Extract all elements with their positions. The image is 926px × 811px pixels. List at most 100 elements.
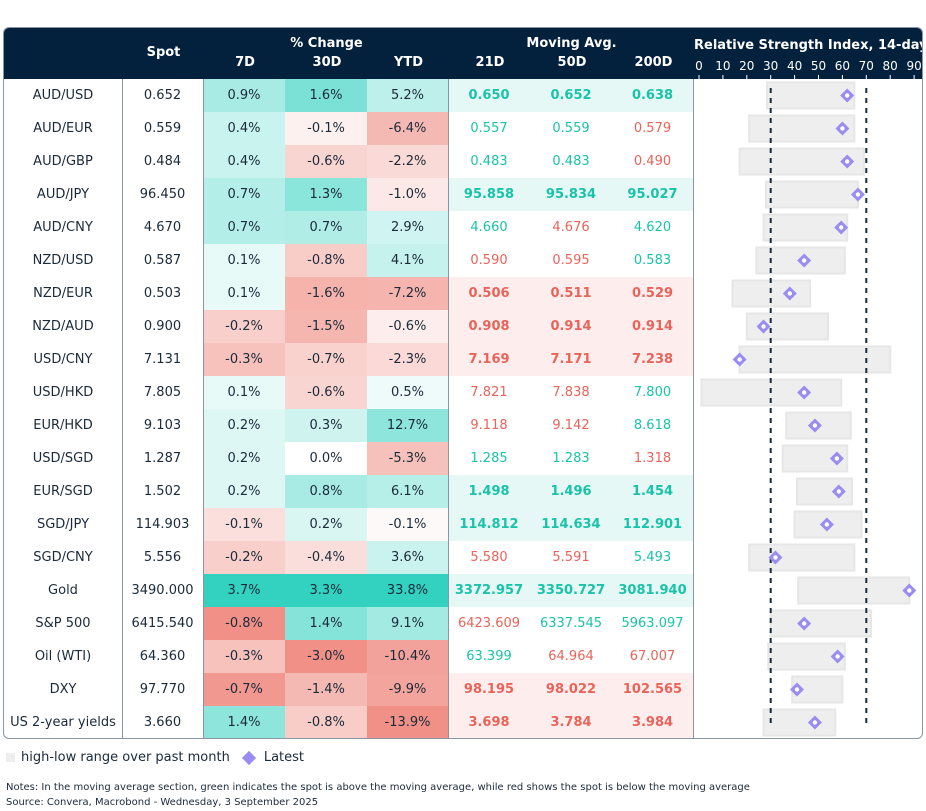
cell-ma21: 0.650 [468,88,510,103]
cell-name: NZD/AUD [32,319,94,334]
divider [122,79,123,738]
cell-ma21: 6423.609 [457,616,521,631]
cell-d30: -0.1% [285,112,367,145]
rsi-marker-center [840,126,845,131]
cell-d30: 0.7% [285,211,367,244]
cell-ma50: 0.559 [552,121,590,136]
table-header: Spot % Change 7D 30D YTD Moving Avg. 21D… [4,28,923,79]
table-row: AUD/CNY 4.670 0.7% 0.7% 2.9% 4.660 4.676 4.620 [4,211,922,244]
ma-row-highlight [448,574,693,607]
cell-ma21: 4.660 [470,220,508,235]
table-row: SGD/CNY 5.556 -0.2% -0.4% 3.6% 5.580 5.591 5.49… [4,541,922,574]
cell-ma21: 9.118 [470,418,508,433]
cell-spot: 0.900 [143,319,182,334]
header-rsi-title: Relative Strength Index, 14-day [694,38,923,53]
ma-row-highlight [448,706,693,738]
cell-ma21: 7.821 [470,385,508,400]
cell-ma50: 5.591 [552,550,590,565]
rsi-marker-center [801,621,807,626]
cell-ytd: -0.1% [367,508,448,541]
cell-ma200: 0.490 [633,154,672,169]
cell-ma200: 4.620 [633,220,672,235]
rsi-marker-center [839,225,844,230]
cell-name: SGD/CNY [33,550,93,565]
cell-spot: 0.503 [143,286,182,301]
table-row: USD/SGD 1.287 0.2% 0.0% -5.3% 1.285 1.283 1.318 [4,442,922,475]
cell-d7: -0.3% [203,640,285,673]
table-row: AUD/EUR 0.559 0.4% -0.1% -6.4% 0.557 0.559 0.57… [4,112,922,145]
rsi-range-bar [797,576,911,605]
cell-d30: 0.2% [285,508,367,541]
rsi-marker-center [812,423,818,428]
ma-row-highlight [448,178,693,211]
cell-ma50: 0.595 [552,253,590,268]
cell-name: USD/CNY [33,352,93,367]
cell-name: US 2-year yields [10,715,116,730]
cell-ytd: -10.4% [367,640,448,673]
cell-ma21: 3372.957 [454,583,524,598]
rsi-marker-center [836,489,842,494]
cell-spot: 96.450 [139,187,186,202]
header-30d: 30D [312,55,342,70]
legend-latest-label: Latest [263,750,305,765]
cell-spot: 0.559 [143,121,182,136]
rsi-tick-label: 90 [906,59,921,73]
rsi-marker-center [844,93,850,98]
cell-ytd: -1.0% [367,178,448,211]
cell-name: USD/SGD [32,451,94,466]
cell-name: AUD/GBP [33,154,93,169]
cell-d30: -0.8% [285,244,367,277]
cell-ma50: 6337.545 [539,616,603,631]
cell-name: EUR/HKD [33,418,93,433]
rsi-marker-center [824,522,830,527]
cell-name: SGD/JPY [36,517,90,532]
rsi-marker-center [801,258,807,263]
rsi-tick-label: 10 [715,59,730,73]
cell-ma21: 0.506 [468,286,510,301]
rsi-chart: 0 10 20 30 40 50 60 70 80 90 [695,59,922,737]
cell-spot: 0.484 [143,154,182,169]
table-row: EUR/HKD 9.103 0.2% 0.3% 12.7% 9.118 9.142 8.618 [4,409,922,442]
cell-d30: 1.3% [285,178,367,211]
rsi-marker-center [834,456,840,461]
diamond-icon [241,750,256,765]
table-row: NZD/AUD 0.900 -0.2% -1.5% -0.6% 0.908 0.914 0.9… [4,310,922,343]
rsi-marker-center [812,720,818,725]
cell-ma50: 3350.727 [536,583,606,598]
cell-ma200: 7.800 [633,385,672,400]
cell-ma200: 0.583 [633,253,672,268]
cell-d7: 1.4% [203,706,285,738]
cell-d7: 3.7% [203,574,285,607]
cell-ma50: 7.838 [552,385,590,400]
cell-spot: 4.670 [143,220,182,235]
cell-ma50: 1.496 [550,484,592,499]
cell-ytd: -13.9% [367,706,448,738]
cell-ma50: 0.483 [552,154,590,169]
rsi-range-bar [748,543,856,572]
cell-spot: 1.287 [143,451,182,466]
cell-d7: 0.7% [203,211,285,244]
cell-ytd: 5.2% [367,79,448,112]
cell-spot: 0.587 [143,253,182,268]
header-pct-change: % Change [290,36,363,51]
cell-d30: -0.4% [285,541,367,574]
header-200d: 200D [634,55,673,70]
legend: high-low range over past month Latest [6,750,304,765]
cell-ma50: 114.634 [541,517,601,532]
rsi-marker-center [835,654,840,659]
cell-ma200: 102.565 [622,682,683,697]
cell-d30: -0.6% [285,145,367,178]
cell-d30: -0.6% [285,376,367,409]
cell-ytd: -6.4% [367,112,448,145]
divider [693,79,694,738]
cell-ma200: 0.579 [633,121,672,136]
table-row: Oil (WTI) 64.360 -0.3% -3.0% -10.4% 63.399 64.… [4,640,922,673]
cell-spot: 1.502 [143,484,182,499]
cell-ma50: 95.834 [545,187,597,202]
cell-ma21: 1.285 [470,451,508,466]
table-row: NZD/USD 0.587 0.1% -0.8% 4.1% 0.590 0.595 0.583 [4,244,922,277]
rsi-tick-label: 40 [787,59,802,73]
cell-ma21: 63.399 [466,649,512,664]
cell-spot: 5.556 [143,550,182,565]
cell-name: USD/HKD [32,385,94,400]
